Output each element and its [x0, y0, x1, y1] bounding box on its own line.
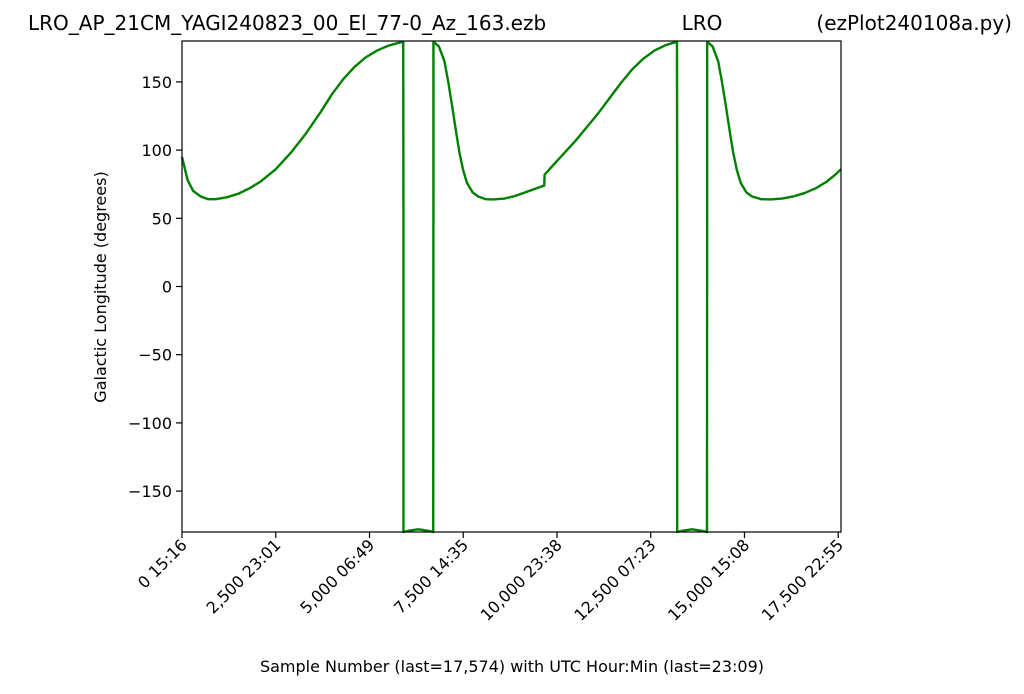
- x-tick-label: 7,500 14:35: [390, 535, 472, 617]
- script-title: (ezPlot240108a.py): [816, 11, 1012, 35]
- y-tick-label: −50: [138, 346, 172, 365]
- series-layer: [180, 40, 842, 534]
- y-axis-label: Galactic Longitude (degrees): [91, 171, 110, 402]
- y-axis: 150 100 50 0 −50 −100 −150: [128, 73, 182, 501]
- x-tick-label: 0 15:16: [134, 535, 191, 592]
- x-tick-label: 5,000 06:49: [296, 535, 378, 617]
- y-tick-label: −150: [128, 482, 172, 501]
- y-tick-label: 50: [152, 209, 172, 228]
- y-tick-label: 150: [141, 73, 172, 92]
- x-tick-label: 12,500 07:23: [570, 535, 659, 624]
- filename-title: LRO_AP_21CM_YAGI240823_00_El_77-0_Az_163…: [28, 11, 546, 35]
- x-tick-label: 2,500 23:01: [203, 535, 285, 617]
- x-axis-label: Sample Number (last=17,574) with UTC Hou…: [260, 657, 764, 676]
- site-title: LRO: [682, 11, 723, 35]
- y-tick-label: 100: [141, 141, 172, 160]
- x-tick-label: 17,500 22:55: [758, 535, 847, 624]
- x-axis: 0 15:16 2,500 23:01 5,000 06:49 7,500 14:35…: [134, 532, 847, 625]
- plot-area: [182, 41, 841, 532]
- y-tick-label: −100: [128, 414, 172, 433]
- y-tick-label: 0: [162, 278, 172, 297]
- x-tick-label: 15,000 15:08: [664, 535, 753, 624]
- series-line-0: [180, 40, 842, 534]
- x-tick-label: 10,000 23:38: [477, 535, 566, 624]
